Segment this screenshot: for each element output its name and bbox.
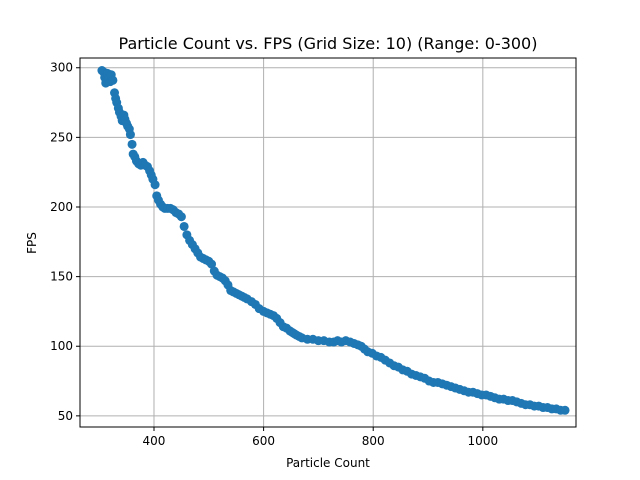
data-point (108, 75, 118, 85)
data-point (179, 221, 189, 231)
y-tick-label: 250 (50, 130, 73, 144)
data-point (125, 130, 135, 140)
data-point (560, 405, 570, 415)
x-tick-label: 800 (362, 434, 385, 448)
x-axis-title: Particle Count (286, 456, 370, 470)
x-tick-label: 1000 (468, 434, 499, 448)
data-point (176, 212, 186, 222)
data-point (150, 180, 160, 190)
y-axis-title: FPS (25, 232, 39, 254)
y-tick-label: 150 (50, 270, 73, 284)
data-point (207, 259, 217, 269)
ticks-layer: 400 600 800 1000 50 100 150 200 250 300 (50, 61, 498, 448)
x-tick-label: 400 (143, 434, 166, 448)
y-tick-label: 50 (58, 409, 73, 423)
y-tick-label: 300 (50, 61, 73, 75)
y-tick-label: 200 (50, 200, 73, 214)
points-layer (97, 66, 570, 415)
y-tick-label: 100 (50, 339, 73, 353)
chart-title: Particle Count vs. FPS (Grid Size: 10) (… (119, 34, 538, 53)
data-point (127, 139, 137, 149)
x-tick-label: 600 (252, 434, 275, 448)
plot-frame (79, 57, 577, 428)
